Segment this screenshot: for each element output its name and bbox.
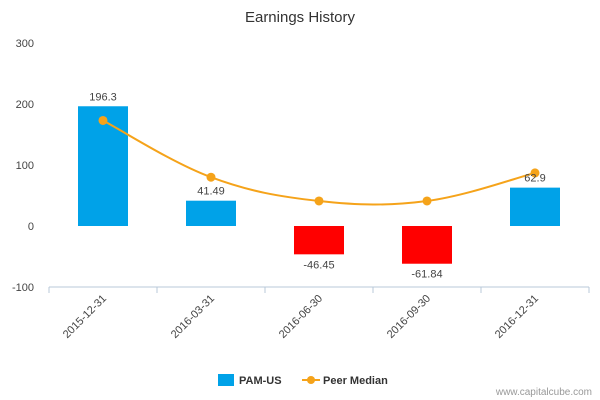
data-labels: 196.3 41.49 -46.45 -61.84 62.9	[89, 91, 545, 280]
x-tick-label: 2016-06-30	[277, 293, 325, 341]
y-tick-label: -100	[12, 282, 34, 294]
peer-median-line	[102, 119, 536, 206]
bar-pam-us	[510, 187, 560, 226]
x-tick-label: 2016-09-30	[385, 293, 433, 341]
legend: PAM-US Peer Median	[218, 374, 388, 387]
peer-median-point	[530, 168, 540, 178]
y-tick-label: 0	[28, 221, 34, 233]
x-tick-label: 2016-12-31	[493, 293, 541, 341]
peer-median-point	[98, 115, 108, 125]
x-tick-label: 2016-03-31	[169, 293, 217, 341]
legend-label-pam-us: PAM-US	[239, 375, 282, 387]
y-tick-label: 200	[16, 99, 34, 111]
data-label-pam-us: 196.3	[89, 91, 117, 103]
x-tick-label: 2015-12-31	[61, 293, 109, 341]
data-label-pam-us: 41.49	[197, 186, 225, 198]
source-credit: www.capitalcube.com	[495, 387, 592, 398]
bar-pam-us	[186, 200, 236, 226]
peer-median-point	[206, 172, 216, 182]
peer-median-point	[422, 196, 432, 206]
data-label-pam-us: 62.9	[524, 173, 545, 185]
y-tick-label: 300	[16, 38, 34, 50]
bar-pam-us	[78, 106, 128, 226]
bar-pam-us	[402, 226, 452, 264]
data-label-pam-us: -46.45	[303, 259, 334, 271]
legend-swatch-peer-median-marker	[307, 376, 315, 384]
legend-swatch-pam-us	[218, 374, 234, 386]
y-axis: 300 200 100 0 -100	[12, 38, 34, 294]
chart-title: Earnings History	[245, 9, 356, 26]
bar-series	[78, 106, 560, 264]
bar-pam-us	[294, 226, 344, 255]
legend-label-peer-median: Peer Median	[323, 375, 388, 387]
x-axis: 2015-12-31 2016-03-31 2016-06-30 2016-09-30…	[48, 286, 590, 341]
y-tick-label: 100	[16, 160, 34, 172]
data-label-pam-us: -61.84	[411, 269, 442, 281]
peer-median-point	[314, 196, 324, 206]
line-series	[98, 115, 540, 206]
